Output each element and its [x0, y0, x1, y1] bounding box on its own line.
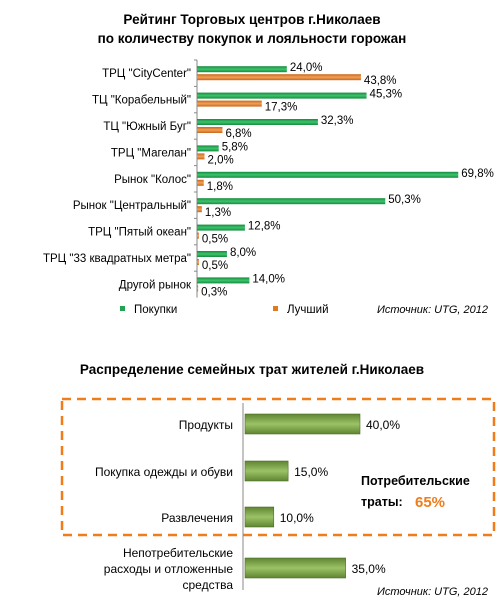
- category-label: ТРЦ "CityCenter": [102, 68, 191, 80]
- data-label-purchases: 12,8%: [248, 221, 281, 233]
- data-label-best: 1,8%: [207, 181, 233, 193]
- bar-best: [197, 74, 361, 81]
- bar-purchases: [197, 224, 245, 231]
- shopping-centers-chart: Рейтинг Торговых центров г.Николаев по ко…: [43, 12, 494, 316]
- category-label: Продукты: [179, 418, 233, 432]
- bar-spending: [244, 460, 289, 482]
- category-label: ТЦ "Южный Буг": [103, 121, 191, 133]
- bar-best: [197, 232, 199, 239]
- chart1-title-line2: по количеству покупок и лояльности горож…: [98, 31, 407, 46]
- category-label: Развлечения: [161, 511, 233, 525]
- data-label-purchases: 50,3%: [388, 194, 421, 206]
- legend-swatch-best: [273, 306, 278, 311]
- data-label: 35,0%: [352, 562, 386, 576]
- bar-purchases: [197, 277, 250, 284]
- category-label: Рынок "Колос": [114, 174, 191, 186]
- bar-best: [197, 127, 223, 133]
- category-label: Непотребительские: [123, 546, 233, 560]
- data-label-best: 17,3%: [265, 102, 298, 114]
- category-label: ТРЦ "Пятый океан": [88, 227, 191, 239]
- category-label: ТРЦ "Магелан": [111, 147, 191, 159]
- data-label-best: 0,5%: [202, 234, 228, 246]
- bar-spending: [244, 557, 346, 579]
- data-label-best: 6,8%: [225, 128, 251, 140]
- bar-purchases: [197, 66, 287, 73]
- data-label-purchases: 8,0%: [230, 247, 256, 259]
- chart1-title-line1: Рейтинг Торговых центров г.Николаев: [123, 12, 380, 27]
- data-label-best: 2,0%: [207, 154, 233, 166]
- bar-best: [197, 206, 202, 213]
- data-label-best: 1,3%: [205, 207, 231, 219]
- category-label: Другой рынок: [119, 279, 192, 291]
- data-label-purchases: 45,3%: [370, 89, 403, 101]
- source-note: Источник: UTG, 2012: [377, 586, 488, 598]
- data-label: 40,0%: [366, 418, 400, 432]
- data-label-purchases: 69,8%: [461, 168, 494, 180]
- annotation-text-2: траты:: [361, 495, 403, 509]
- annotation-value: 65%: [415, 494, 445, 511]
- bar-purchases: [197, 171, 459, 178]
- data-label: 15,0%: [294, 465, 328, 479]
- source-note: Источник: UTG, 2012: [377, 304, 488, 316]
- category-label: Рынок "Центральный": [73, 200, 191, 212]
- data-label: 10,0%: [280, 511, 314, 525]
- bar-best: [197, 179, 204, 186]
- data-label-purchases: 32,3%: [321, 115, 354, 127]
- data-label-best: 0,5%: [202, 260, 228, 272]
- consumer-spending-box: [60, 397, 496, 537]
- bar-best: [197, 285, 199, 292]
- bar-purchases: [197, 119, 318, 125]
- data-label-best: 43,8%: [364, 75, 397, 87]
- data-label-purchases: 14,0%: [252, 273, 285, 285]
- data-label-purchases: 5,8%: [222, 141, 248, 153]
- bar-best: [197, 259, 199, 265]
- chart2-title: Распределение семейных трат жителей г.Ни…: [80, 362, 424, 377]
- category-label: расходы и отложенные: [104, 562, 234, 576]
- category-label: средства: [183, 578, 234, 592]
- bar-spending: [244, 506, 275, 528]
- bar-best: [197, 153, 205, 160]
- category-label: Покупка одежды и обуви: [95, 465, 233, 479]
- bar-purchases: [197, 198, 386, 205]
- family-spending-chart: Распределение семейных трат жителей г.Ни…: [60, 362, 496, 598]
- bar-spending: [244, 413, 361, 435]
- bar-purchases: [197, 251, 227, 257]
- annotation-text: Потребительские: [361, 474, 470, 488]
- category-label: ТРЦ "33 квадратных метра": [43, 253, 191, 265]
- legend-label-purchases: Покупки: [134, 304, 177, 316]
- bar-purchases: [197, 92, 367, 99]
- legend-swatch-purchases: [120, 306, 125, 311]
- bar-purchases: [197, 145, 219, 152]
- category-label: ТЦ "Корабельный": [92, 95, 191, 107]
- bar-best: [197, 100, 262, 107]
- data-label-purchases: 24,0%: [290, 62, 323, 74]
- data-label-best: 0,3%: [201, 286, 227, 298]
- legend-label-best: Лучший: [287, 304, 329, 316]
